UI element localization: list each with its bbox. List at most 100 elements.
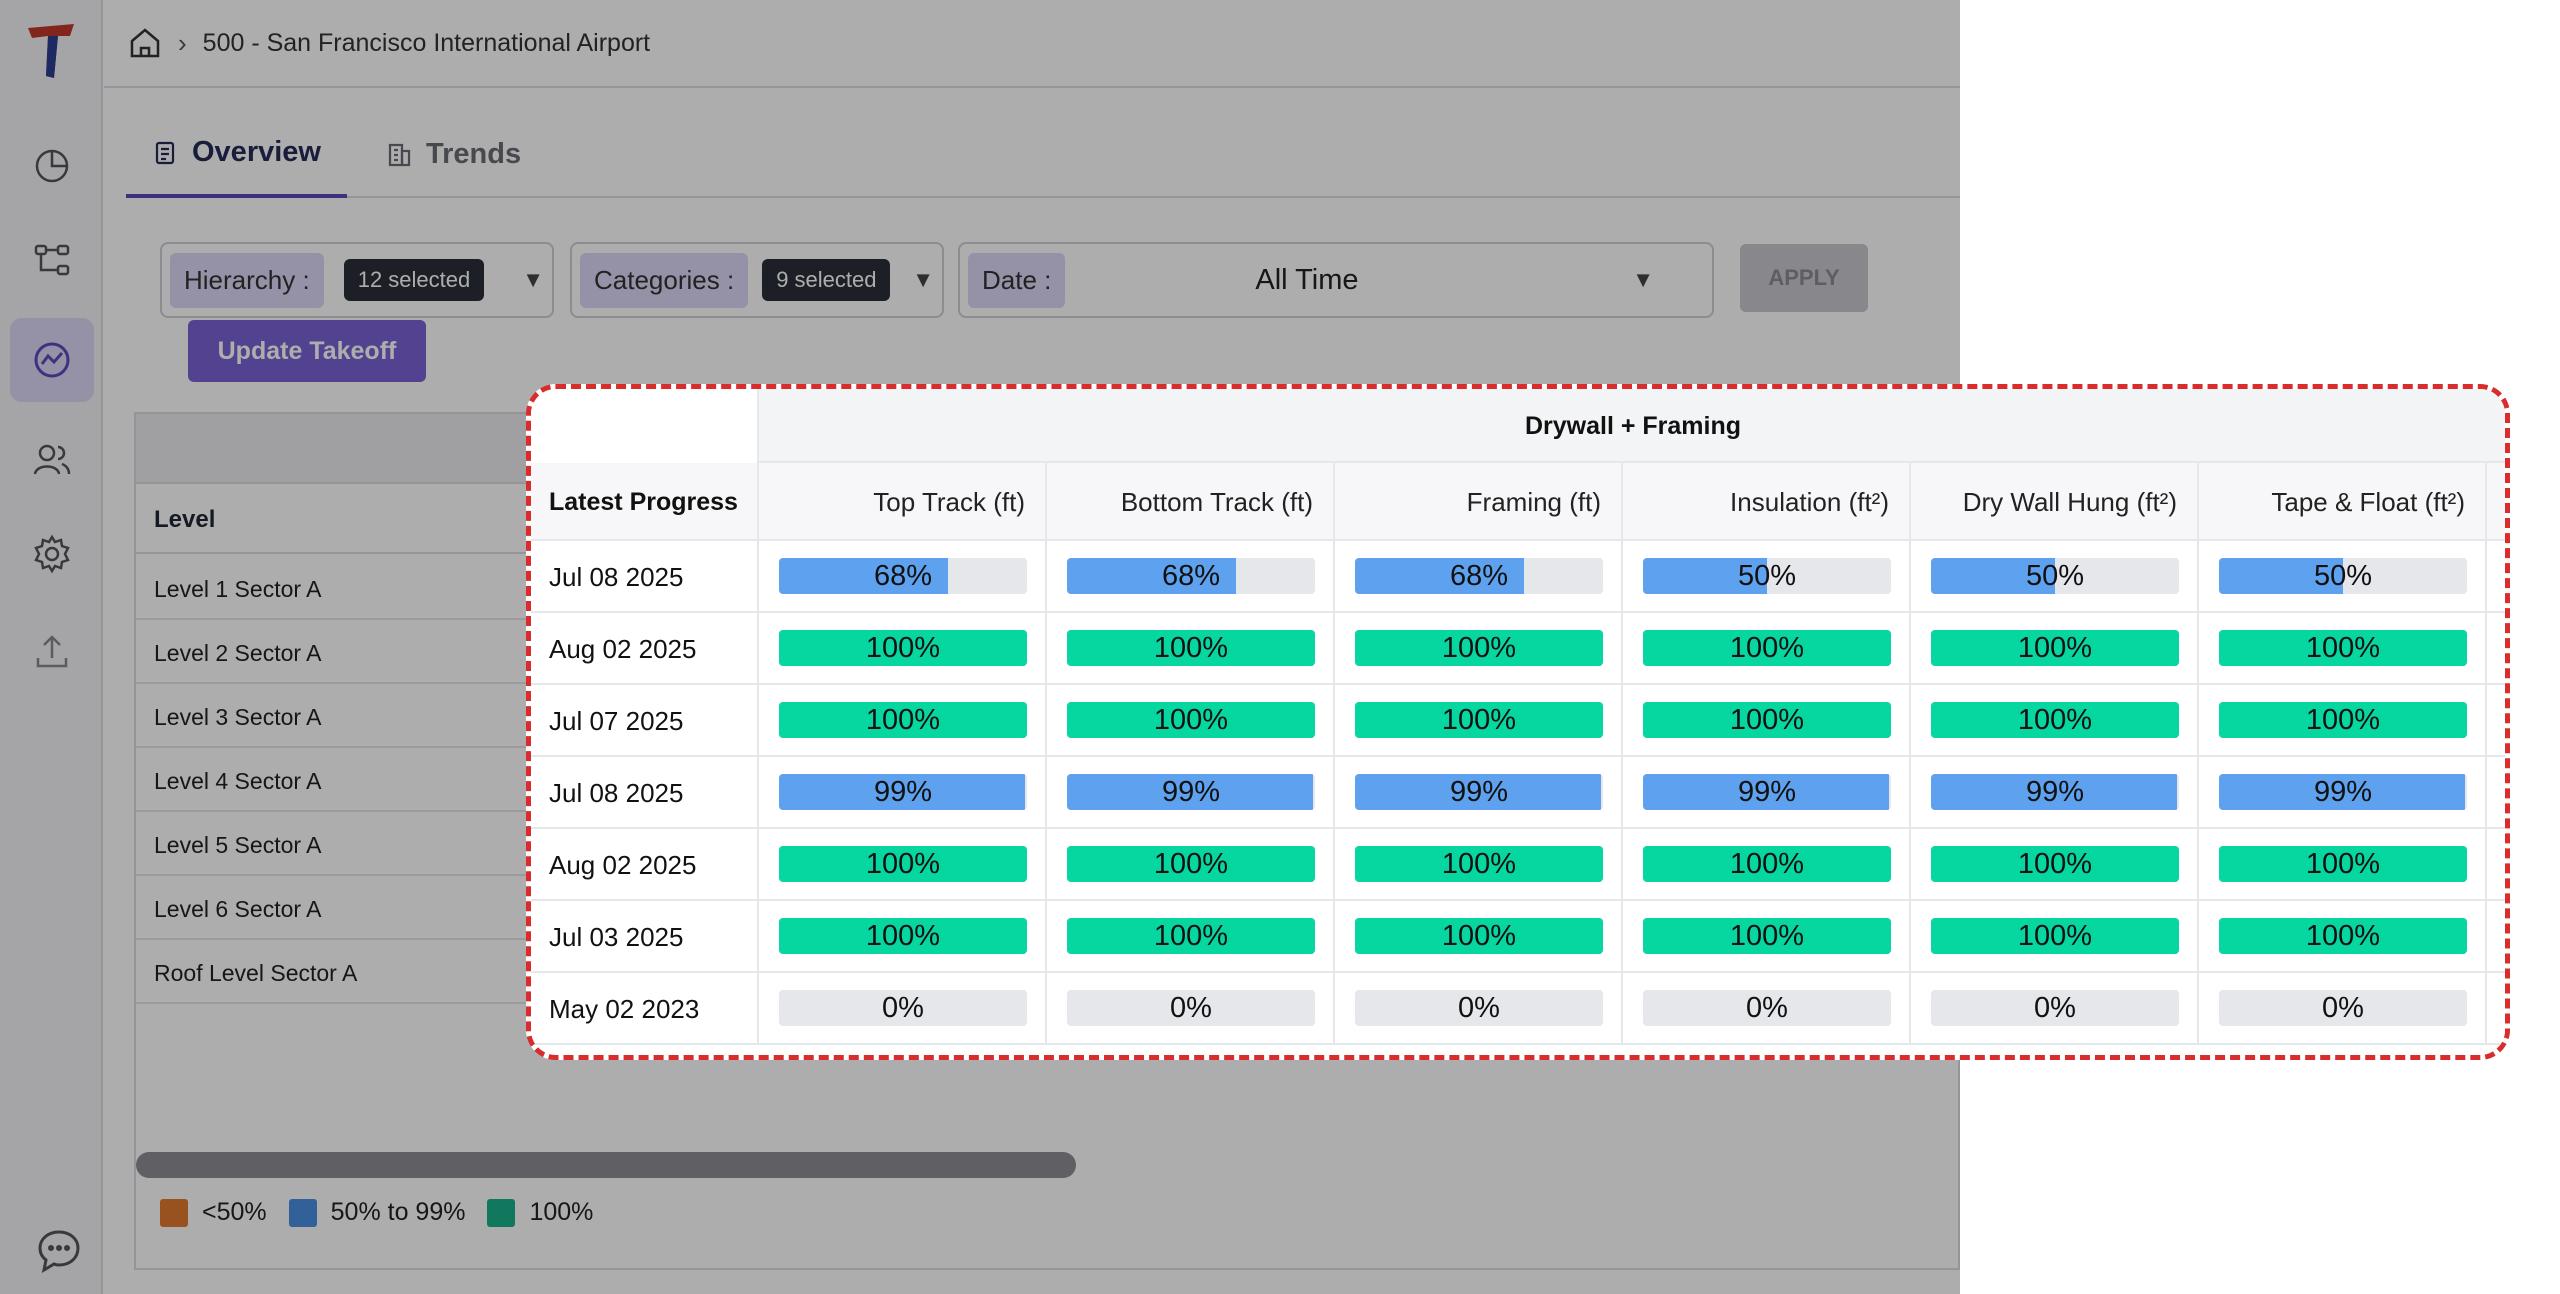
progress-nav-button[interactable] — [10, 318, 94, 402]
hierarchy-nav-button[interactable] — [10, 218, 94, 302]
date-filter[interactable]: Date : All Time ▼ — [958, 242, 1714, 318]
progress-percent: 100% — [2017, 847, 2093, 880]
progress-cell: 68% — [759, 541, 1047, 613]
progress-bar: 100% — [779, 918, 1027, 954]
progress-bar-fill — [1355, 774, 1601, 810]
column-header[interactable]: Tape & Float (ft²) — [2199, 463, 2487, 541]
progress-percent: 100% — [1729, 631, 1805, 664]
users-nav-button[interactable] — [10, 418, 94, 502]
progress-bar-fill — [1643, 702, 1891, 738]
progress-percent: 50% — [2313, 559, 2373, 592]
progress-cell: 100% — [1047, 685, 1335, 757]
tab-trends[interactable]: Trends — [360, 110, 547, 198]
progress-cell: 100% — [1911, 613, 2199, 685]
progress-percent: 0% — [2322, 991, 2364, 1024]
progress-cell: 99% — [2199, 757, 2487, 829]
progress-bar-fill — [2219, 846, 2467, 882]
chevron-down-icon[interactable]: ▼ — [1632, 267, 1654, 292]
progress-date: Jul 03 2025 — [531, 901, 759, 973]
table-row[interactable]: Jul 03 2025 100% 100% 100% 100% 100% 100% — [531, 901, 2505, 973]
column-header[interactable]: Dry Wall Hung (ft²) — [1911, 463, 2199, 541]
progress-bar-fill — [1067, 918, 1315, 954]
level-name: Level 4 Sector A — [154, 768, 322, 794]
apply-button[interactable]: APPLY — [1740, 244, 1868, 312]
flow-icon — [34, 244, 70, 276]
level-name: Level 3 Sector A — [154, 704, 322, 730]
table-row[interactable]: Aug 02 2025 100% 100% 100% 100% 100% 100% — [531, 613, 2505, 685]
progress-bar-fill — [779, 918, 1027, 954]
progress-percent: 99% — [1449, 775, 1509, 808]
progress-percent: 100% — [865, 847, 941, 880]
progress-bar: 100% — [1067, 702, 1315, 738]
progress-percent: 100% — [1729, 703, 1805, 736]
dashboard-nav-button[interactable] — [10, 124, 94, 208]
progress-cell: 100% — [1335, 613, 1623, 685]
progress-cell: 0% — [759, 973, 1047, 1045]
table-row[interactable]: Jul 08 2025 99% 99% 99% 99% 99% 99% — [531, 757, 2505, 829]
progress-bar-fill — [1067, 774, 1313, 810]
progress-cell: 50% — [1911, 541, 2199, 613]
progress-bar-fill — [1355, 558, 1524, 594]
progress-bar: 100% — [1643, 702, 1891, 738]
progress-bar-fill — [2219, 918, 2467, 954]
corner-cell — [531, 389, 759, 463]
home-icon[interactable] — [128, 26, 162, 60]
table-row[interactable]: Jul 08 2025 68% 68% 68% 50% 50% 50% — [531, 541, 2505, 613]
progress-percent: 0% — [882, 991, 924, 1024]
date-filter-label: Date : — [968, 252, 1066, 308]
progress-bar: 99% — [779, 774, 1027, 810]
group-title: Drywall + Framing — [1524, 411, 1742, 440]
progress-bar: 100% — [1355, 702, 1603, 738]
progress-cell: 50% — [2199, 541, 2487, 613]
progress-bar-fill — [1931, 702, 2179, 738]
progress-percent: 100% — [1441, 703, 1517, 736]
horizontal-scrollbar[interactable] — [136, 1152, 1076, 1178]
level-name: Level 2 Sector A — [154, 640, 322, 666]
column-header[interactable]: Top Track (ft) — [759, 463, 1047, 541]
progress-cell: 99% — [1911, 757, 2199, 829]
progress-bar: 100% — [2219, 918, 2467, 954]
progress-bar-fill — [1067, 846, 1315, 882]
tab-trends-label: Trends — [426, 137, 522, 170]
settings-nav-button[interactable] — [10, 512, 94, 596]
tab-overview[interactable]: Overview — [126, 110, 347, 198]
categories-filter[interactable]: Categories : 9 selected ▼ — [570, 242, 944, 318]
table-row[interactable]: Aug 02 2025 100% 100% 100% 100% 100% 100% — [531, 829, 2505, 901]
chevron-down-icon[interactable]: ▼ — [522, 267, 544, 292]
column-header[interactable]: Framing (ft) — [1335, 463, 1623, 541]
progress-bar: 100% — [1355, 918, 1603, 954]
column-header[interactable]: Insulation (ft²) — [1623, 463, 1911, 541]
chevron-down-icon[interactable]: ▼ — [912, 267, 934, 292]
progress-date: Jul 07 2025 — [531, 685, 759, 757]
progress-bar-fill — [1643, 918, 1891, 954]
table-row[interactable]: Jul 07 2025 100% 100% 100% 100% 100% 100% — [531, 685, 2505, 757]
breadcrumb-project[interactable]: 500 - San Francisco International Airpor… — [202, 28, 651, 57]
latest-progress-header: Latest Progress — [531, 463, 759, 541]
chat-icon[interactable] — [36, 1228, 82, 1274]
progress-date: May 02 2023 — [531, 973, 759, 1045]
hierarchy-filter[interactable]: Hierarchy : 12 selected ▼ — [160, 242, 554, 318]
progress-bar: 50% — [2219, 558, 2467, 594]
progress-bar-fill — [1067, 558, 1236, 594]
progress-percent: 100% — [2017, 919, 2093, 952]
progress-cell: 68% — [1335, 541, 1623, 613]
progress-date: Aug 02 2025 — [531, 829, 759, 901]
update-takeoff-button[interactable]: Update Takeoff — [188, 320, 426, 382]
progress-bar: 100% — [2219, 702, 2467, 738]
level-name: Level 5 Sector A — [154, 832, 322, 858]
progress-cell: 0% — [2199, 973, 2487, 1045]
hierarchy-selected-chip: 12 selected — [343, 259, 485, 301]
progress-cell: 100% — [1911, 685, 2199, 757]
progress-cell: 100% — [1047, 829, 1335, 901]
app-logo[interactable] — [24, 20, 78, 80]
progress-bar-fill — [1643, 846, 1891, 882]
progress-percent: 100% — [1441, 847, 1517, 880]
progress-bar-fill — [1931, 558, 2055, 594]
table-row[interactable]: May 02 2023 0% 0% 0% 0% 0% 0% — [531, 973, 2505, 1045]
upload-nav-button[interactable] — [10, 610, 94, 694]
progress-bar-fill — [1355, 918, 1603, 954]
column-header[interactable]: Bottom Track (ft) — [1047, 463, 1335, 541]
progress-cell: 100% — [1047, 613, 1335, 685]
progress-cell: 0% — [1335, 973, 1623, 1045]
progress-percent: 100% — [1729, 847, 1805, 880]
